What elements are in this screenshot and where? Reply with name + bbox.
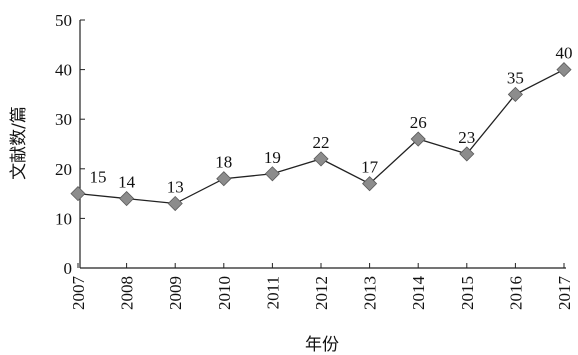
- data-point-marker: [167, 195, 183, 212]
- data-point-marker: [410, 131, 426, 147]
- data-label: 13: [167, 178, 184, 197]
- data-point-marker: [313, 151, 329, 167]
- y-tick-label: 40: [55, 61, 72, 80]
- x-tick-label: 2016: [506, 276, 525, 310]
- y-axis-title: 文献数/篇: [9, 106, 29, 180]
- x-tick-label: 2012: [312, 276, 331, 310]
- data-point-marker: [362, 176, 378, 192]
- data-label: 15: [90, 168, 107, 187]
- x-tick-label: 2008: [118, 276, 137, 310]
- y-tick-label: 30: [55, 110, 72, 129]
- x-axis-ticks: 2007 2008 2009 2010 2011 2012 2013 2014 2015 2016…: [69, 263, 574, 310]
- data-label: 40: [556, 44, 573, 63]
- y-axis-ticks: 0 10 20 30 40 50: [55, 11, 85, 278]
- x-axis-title: 年份: [305, 335, 339, 355]
- data-point-marker: [507, 86, 523, 102]
- axes: [79, 20, 566, 269]
- x-tick-label: 2010: [215, 276, 234, 310]
- data-label: 23: [458, 128, 475, 147]
- x-tick-label: 2015: [458, 276, 477, 310]
- x-tick-label: 2011: [263, 276, 282, 309]
- data-point-marker: [459, 146, 475, 162]
- x-tick-label: 2007: [69, 276, 88, 311]
- data-point-marker: [70, 186, 86, 202]
- x-tick-label: 2013: [361, 276, 380, 310]
- data-label: 35: [507, 68, 524, 87]
- data-labels: 15 14 13 18 19 22 17 26 23 35 40: [90, 44, 573, 197]
- y-tick-label: 50: [55, 11, 72, 30]
- x-tick-label: 2009: [166, 276, 185, 310]
- data-point-marker: [264, 166, 280, 182]
- data-point-marker: [216, 171, 232, 187]
- data-label: 17: [361, 158, 379, 177]
- data-label: 26: [410, 113, 427, 132]
- data-label: 14: [118, 173, 136, 192]
- data-label: 19: [264, 148, 281, 167]
- y-tick-label: 0: [64, 259, 73, 278]
- y-tick-label: 20: [55, 160, 72, 179]
- data-point-marker: [119, 190, 135, 207]
- y-tick-label: 10: [55, 209, 72, 228]
- data-markers: [70, 62, 572, 212]
- data-label: 22: [313, 133, 330, 152]
- x-tick-label: 2017: [555, 276, 574, 311]
- data-point-marker: [556, 62, 572, 78]
- x-tick-label: 2014: [409, 276, 428, 311]
- data-label: 18: [215, 153, 232, 172]
